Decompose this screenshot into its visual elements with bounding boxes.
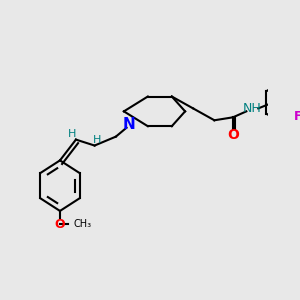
Text: O: O (227, 128, 239, 142)
Text: N: N (123, 117, 136, 132)
Text: H: H (93, 135, 101, 145)
Text: CH₃: CH₃ (73, 219, 92, 229)
Text: F: F (294, 110, 300, 123)
Text: NH: NH (242, 102, 261, 115)
Text: H: H (68, 129, 76, 139)
Text: O: O (55, 218, 65, 231)
